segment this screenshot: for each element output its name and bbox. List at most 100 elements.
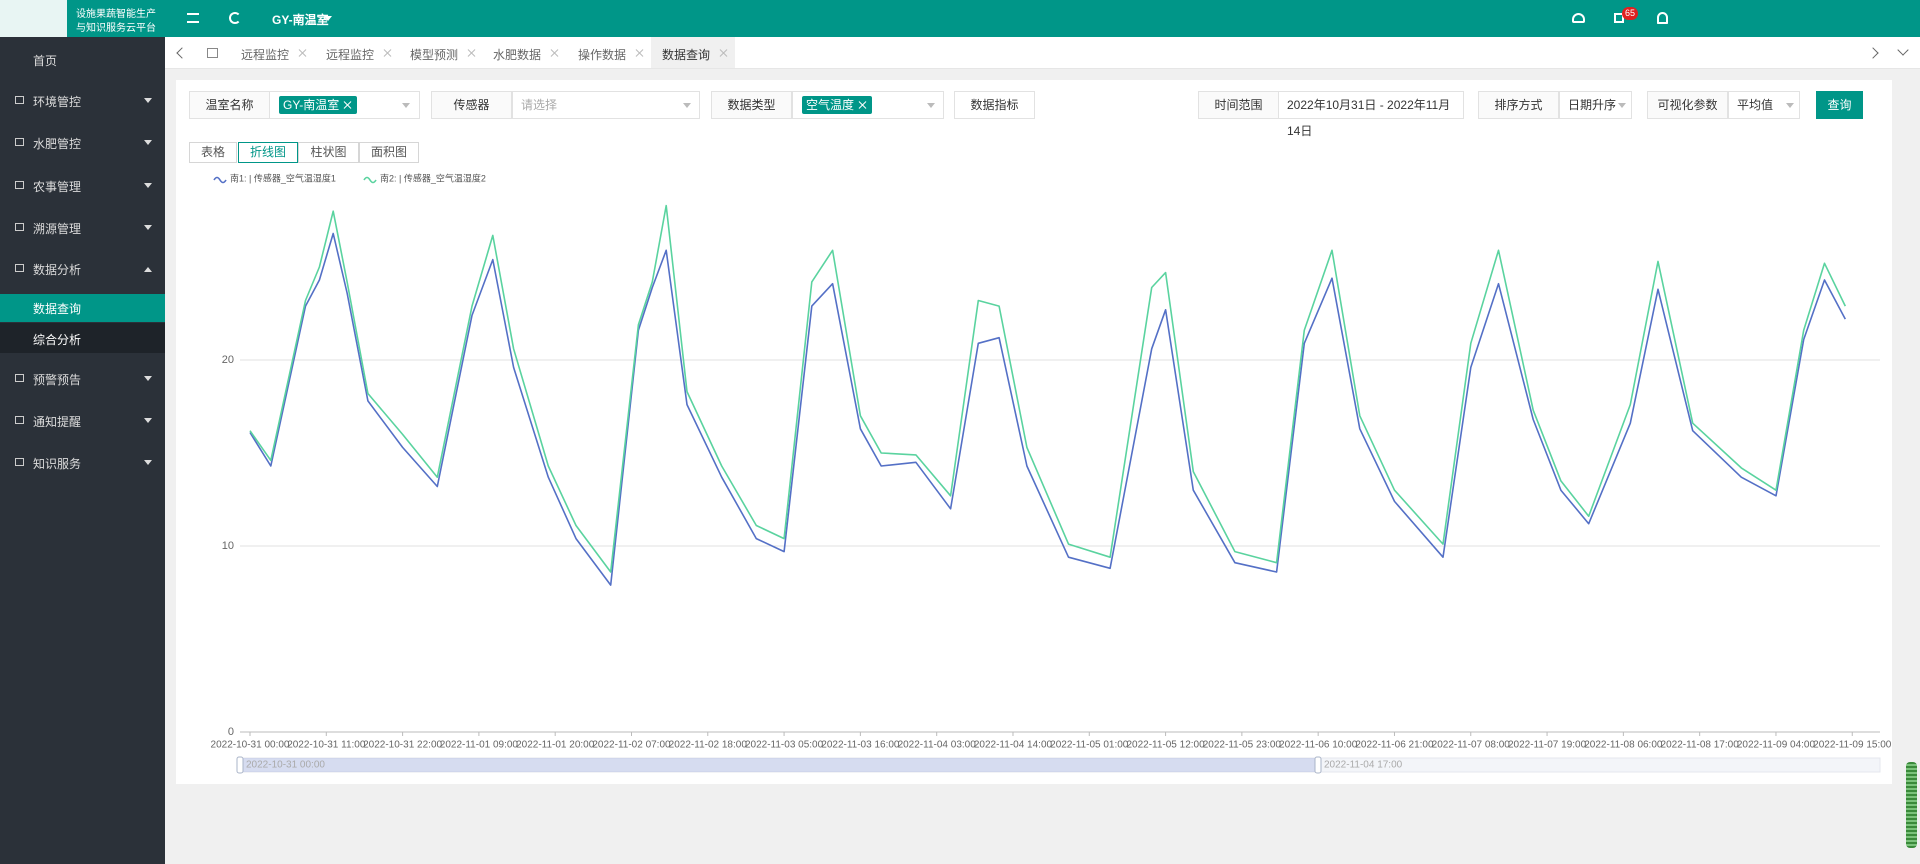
sidebar: 首页环境管控水肥管控农事管理溯源管理数据分析预警预告通知提醒知识服务 数据查询综合… [0,37,165,864]
filter-label: 传感器 [431,91,512,119]
tab-close[interactable] [299,49,307,57]
y-tick-label: 0 [228,726,234,738]
tab[interactable]: 模型预测 [410,48,459,62]
submenu-item[interactable]: 数据查询 [33,302,82,316]
tab-prev[interactable] [176,47,188,59]
menu-item[interactable]: 预警预告 [33,373,82,387]
card: 温室名称 GY-南温室 传感器 请选择 数据类型 空气温度 数据指标 时间范围 … [176,80,1892,784]
caret [144,98,152,107]
tab-next[interactable] [1867,47,1879,59]
x-tick-label: 2022-10-31 00:00 [211,740,290,751]
time-range[interactable]: 2022年10月31日 - 2022年11月14日 [1278,91,1464,138]
tag-close[interactable] [344,101,352,109]
refresh[interactable] [229,12,241,24]
menu-icon [15,374,24,382]
type-select[interactable] [792,91,944,119]
tag-close[interactable] [859,101,867,109]
x-tick-label: 2022-11-05 23:00 [1203,740,1282,751]
menu-icon [15,181,24,189]
x-tick-label: 2022-11-07 08:00 [1432,740,1511,751]
greenhouse-switch[interactable]: GY-南温室 [272,13,329,27]
tab-menu[interactable] [1897,44,1909,56]
caret [927,103,935,112]
menu-item[interactable]: 溯源管理 [33,222,82,236]
menu-item[interactable]: 水肥管控 [33,137,82,151]
x-tick-label: 2022-11-09 15:00 [1813,740,1892,751]
menu-icon [15,96,24,104]
menu-item[interactable]: 数据分析 [33,263,82,277]
x-tick-label: 2022-10-31 11:00 [287,740,366,751]
tab-close[interactable] [468,49,476,57]
x-tick-label: 2022-11-05 12:00 [1126,740,1205,751]
tab-close[interactable] [720,49,728,57]
x-tick-label: 2022-11-02 07:00 [592,740,671,751]
caret [402,103,410,112]
menu-toggle[interactable] [187,13,199,23]
view-button[interactable]: 折线图 [238,142,298,163]
view-button[interactable]: 面积图 [359,142,419,163]
y-tick-label: 20 [222,354,234,366]
sort-select[interactable]: 日期升序 [1559,91,1632,119]
tab[interactable]: 操作数据 [578,48,627,62]
menu-item[interactable]: 首页 [33,54,58,68]
tab[interactable]: 水肥数据 [493,48,542,62]
sensor-select[interactable]: 请选择 [512,91,700,119]
tab-close[interactable] [384,49,392,57]
x-tick-label: 2022-11-06 10:00 [1279,740,1358,751]
x-tick-label: 2022-11-08 17:00 [1661,740,1740,751]
filter-label: 排序方式 [1478,91,1559,119]
menu-item[interactable]: 通知提醒 [33,415,82,429]
zoom-handle [236,756,244,774]
logo [0,0,67,37]
submenu-bg [0,323,165,353]
bell-icon[interactable] [1657,12,1668,24]
view-buttons: 表格 折线图 柱状图 面积图 [189,142,429,163]
filter-label: 时间范围 [1198,91,1279,119]
caret [1618,103,1626,112]
tab-close[interactable] [636,49,644,57]
caret [144,263,152,272]
view-button[interactable]: 柱状图 [298,142,359,163]
vis-select[interactable]: 平均值 [1728,91,1800,119]
x-tick-label: 2022-11-03 05:00 [745,740,824,751]
scrollbar [1906,762,1917,848]
view-button[interactable]: 表格 [189,142,237,163]
x-tick-label: 2022-11-06 21:00 [1355,740,1434,751]
zoom-window [240,758,1318,772]
caret [324,16,332,25]
legend-icon [363,176,377,184]
menu-item[interactable]: 农事管理 [33,180,82,194]
theme-icon[interactable] [1572,13,1585,23]
menu-item[interactable]: 环境管控 [33,95,82,109]
legend-label: 南2: | 传感器_空气温湿度2 [380,172,486,183]
filter-label: 温室名称 [189,91,270,119]
x-tick-label: 2022-10-31 22:00 [363,740,442,751]
tab-close[interactable] [551,49,559,57]
menu-icon [15,416,24,424]
caret [1786,103,1794,112]
tab[interactable]: 数据查询 [662,48,711,62]
sort-value: 日期升序 [1568,98,1617,112]
tag-text: GY-南温室 [283,98,340,112]
home-tab[interactable] [207,48,218,58]
top-bar: 设施果蔬智能生产 与知识服务云平台 GY-南温室 65 [0,0,1920,37]
x-tick-label: 2022-11-05 01:00 [1050,740,1129,751]
caret [144,140,152,149]
caret [144,376,152,385]
zoom-handle [1314,756,1322,774]
series-line [249,232,1847,586]
menu-item[interactable]: 知识服务 [33,457,82,471]
x-tick-label: 2022-11-01 09:00 [440,740,519,751]
submenu-item[interactable]: 综合分析 [33,333,82,347]
metric-button[interactable]: 数据指标 [954,91,1035,119]
tag: 空气温度 [802,96,873,114]
filter-label: 可视化参数 [1647,91,1728,119]
series-line [249,204,1847,573]
tab[interactable]: 远程监控 [241,48,290,62]
tag-text: 空气温度 [806,98,855,112]
query-button[interactable]: 查询 [1816,91,1863,119]
x-tick-label: 2022-11-04 14:00 [974,740,1053,751]
caret [144,225,152,234]
tab[interactable]: 远程监控 [326,48,375,62]
